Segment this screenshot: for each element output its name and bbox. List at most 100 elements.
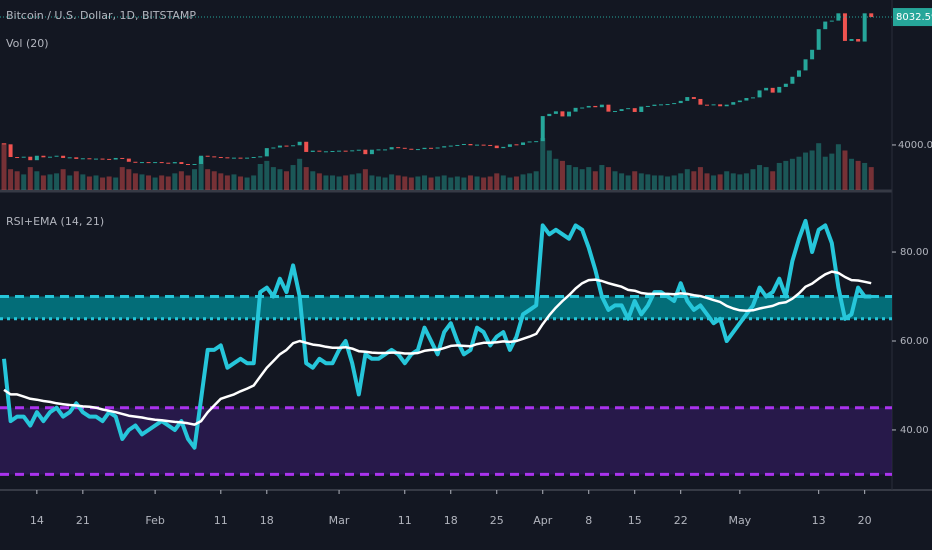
candle (172, 162, 177, 164)
volume-bar (421, 175, 427, 190)
candle (396, 147, 401, 149)
candle (205, 155, 210, 157)
candle (586, 105, 591, 108)
candle (869, 13, 874, 18)
x-tick-label: Feb (145, 514, 164, 527)
volume-bar (507, 177, 513, 190)
candle (28, 156, 33, 161)
candle (192, 163, 197, 165)
candle (606, 104, 611, 112)
candle (113, 157, 118, 160)
candle (231, 157, 236, 159)
volume-bar (730, 173, 736, 190)
volume-bar (592, 171, 598, 190)
volume-bar (119, 167, 125, 190)
volume-bar (408, 177, 414, 190)
candle (626, 108, 631, 110)
volume-bar (697, 167, 703, 190)
y-tick-label: 60.00 (900, 336, 929, 347)
volume-bar (461, 177, 467, 190)
candle (74, 157, 79, 159)
volume-bar (632, 171, 638, 190)
candle (481, 144, 486, 146)
candle (553, 111, 558, 114)
candle (704, 104, 709, 106)
series-line (2, 218, 872, 450)
candle (494, 145, 499, 149)
volume-bar (93, 175, 99, 190)
volume-bar (159, 175, 165, 190)
volume-bar (132, 173, 138, 190)
candle (757, 90, 762, 98)
volume-bar (638, 173, 644, 190)
volume-bar (553, 158, 559, 190)
candle (291, 145, 296, 147)
y-tick-label: 40.00 (900, 425, 929, 436)
volume-bar (763, 167, 769, 190)
candle (337, 150, 342, 152)
candle (521, 142, 526, 145)
candle (461, 144, 466, 146)
candle (126, 158, 131, 162)
volume-bar (809, 150, 815, 190)
candle (185, 163, 190, 165)
volume-bar (218, 173, 224, 190)
y-tick-label: 80.00 (900, 247, 929, 258)
volume-bar (467, 175, 473, 190)
volume-bar (362, 169, 368, 190)
volume-bar (770, 171, 776, 190)
candle (271, 147, 276, 149)
volume-bar (297, 158, 303, 190)
volume-bar (704, 173, 710, 190)
volume-bar (389, 174, 395, 190)
x-tick-label: 8 (585, 514, 592, 527)
candle (501, 146, 506, 149)
volume-bar (789, 158, 795, 190)
volume-bar (717, 174, 723, 190)
volume-bar (349, 174, 355, 190)
candle (442, 146, 447, 148)
candle (691, 97, 696, 99)
candle (415, 149, 420, 151)
volume-bar (540, 138, 546, 190)
volume-bar (152, 177, 158, 190)
candle (409, 148, 414, 150)
candle (764, 87, 769, 91)
candle (724, 104, 729, 107)
candle (547, 113, 552, 117)
candle (389, 147, 394, 150)
candle (678, 100, 683, 104)
candle (507, 144, 512, 147)
candle (179, 162, 184, 164)
volume-bar (80, 174, 86, 190)
candle (2, 143, 6, 145)
volume-bar (454, 176, 460, 190)
x-tick-label: 11 (214, 514, 228, 527)
x-tick-label: 21 (76, 514, 90, 527)
candle (146, 162, 151, 164)
volume-bar (316, 173, 322, 190)
candle (100, 158, 105, 160)
x-tick-label: 22 (674, 514, 688, 527)
volume-bar (803, 152, 809, 190)
volume-bar (533, 171, 539, 190)
volume-bar (14, 171, 20, 190)
candle (468, 144, 473, 146)
candle (744, 98, 749, 101)
volume-bar (100, 177, 106, 190)
candle (80, 158, 85, 160)
candle (652, 104, 657, 106)
volume-bar (198, 156, 204, 190)
candle (632, 108, 637, 112)
candle (580, 107, 585, 109)
volume-bar (559, 160, 565, 190)
candle (842, 13, 847, 41)
candle (297, 141, 302, 146)
volume-bar (822, 156, 828, 190)
volume-bar (146, 175, 152, 190)
volume-bar (303, 167, 309, 190)
volume-bar (862, 162, 868, 190)
candle (796, 70, 801, 77)
volume-bar (842, 150, 848, 190)
